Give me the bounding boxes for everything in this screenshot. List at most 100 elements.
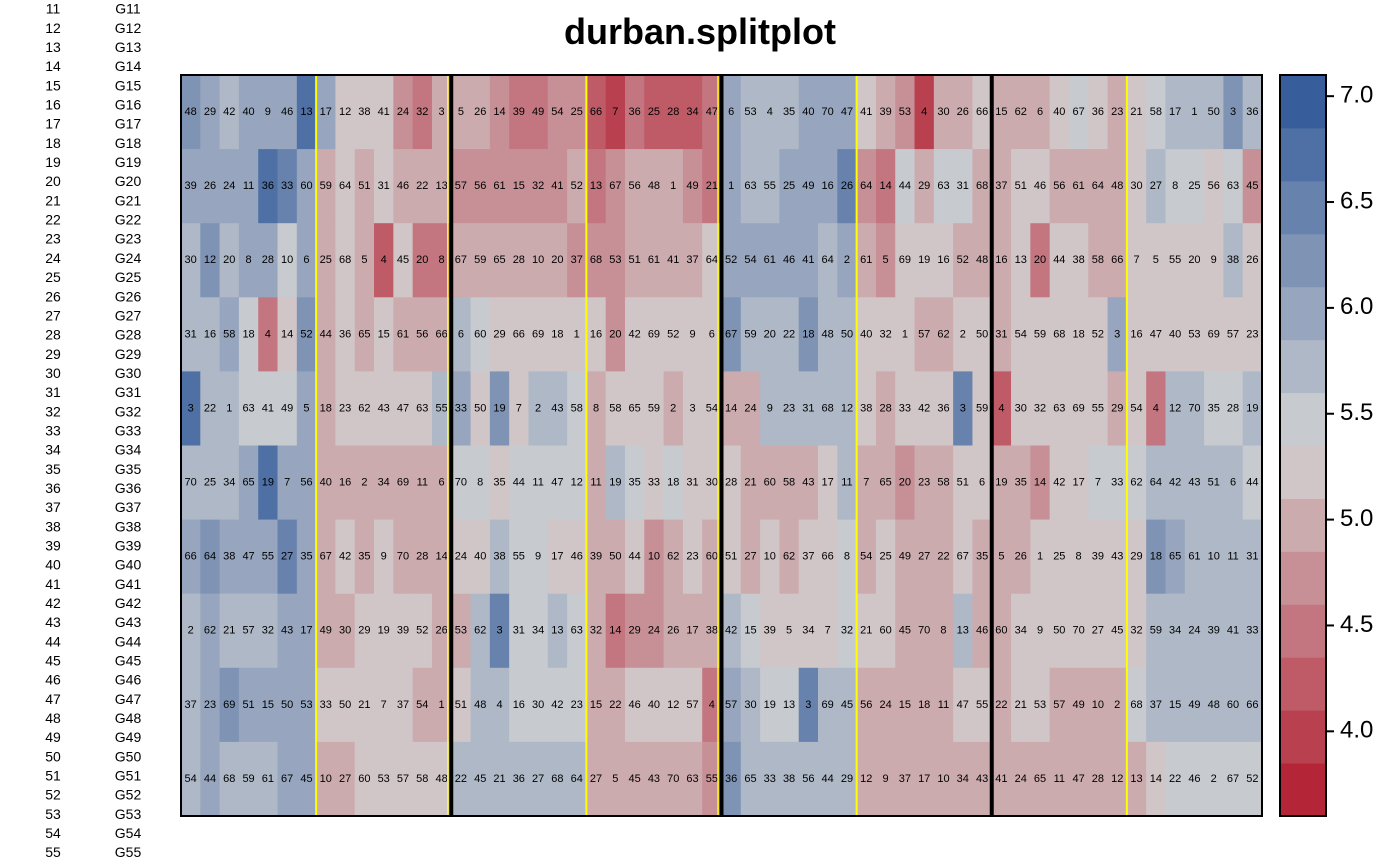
heatmap-cell — [1088, 593, 1109, 669]
heatmap-cell — [567, 519, 587, 595]
heatmap-cell — [933, 297, 954, 372]
cell-label: 10 — [532, 254, 544, 266]
heatmap-cell — [875, 741, 896, 817]
heatmap-cell — [1030, 223, 1051, 298]
row-number-label: 21 — [45, 192, 61, 208]
heatmap-cell — [219, 223, 240, 298]
cell-label: 35 — [300, 551, 312, 563]
heatmap-cell — [528, 519, 549, 595]
heatmap-cell — [972, 445, 993, 521]
cell-label: 37 — [185, 699, 197, 711]
heatmap-cell — [451, 741, 472, 817]
heatmap-cell — [933, 371, 954, 447]
cell-label: 53 — [1034, 699, 1046, 711]
heatmap-cell — [412, 519, 433, 595]
row-genotype-label: G51 — [115, 768, 142, 784]
heatmap-cell — [354, 371, 375, 447]
cell-label: 12 — [204, 254, 216, 266]
cell-label: 3 — [496, 625, 502, 637]
heatmap-cell — [374, 297, 394, 372]
heatmap-cell — [818, 667, 838, 743]
heatmap-cell — [258, 297, 279, 372]
heatmap-cell — [412, 297, 433, 372]
heatmap-cell — [1030, 519, 1051, 595]
heatmap-cell — [547, 149, 568, 224]
cell-label: 67 — [609, 180, 621, 192]
heatmap-cell — [1184, 297, 1205, 372]
cell-label: 38 — [706, 625, 718, 637]
heatmap-cell — [296, 593, 317, 669]
heatmap-cell — [798, 223, 819, 298]
legend-tick-label: 5.5 — [1340, 399, 1373, 426]
heatmap-cell — [837, 667, 858, 743]
heatmap-cell — [818, 223, 838, 298]
cell-label: 29 — [629, 625, 641, 637]
cell-label: 58 — [571, 402, 583, 414]
heatmap-cell — [335, 297, 356, 372]
cell-label: 66 — [822, 551, 834, 563]
cell-label: 61 — [764, 254, 776, 266]
row-genotype-label: G20 — [115, 173, 142, 189]
heatmap-cell — [760, 593, 781, 669]
cell-label: 67 — [1227, 773, 1239, 785]
heatmap-cell — [1242, 371, 1263, 447]
heatmap-cell — [605, 519, 626, 595]
cell-label: 29 — [493, 328, 505, 340]
heatmap-cell — [547, 297, 568, 372]
cell-label: 67 — [281, 773, 293, 785]
cell-label: 50 — [1053, 625, 1065, 637]
heatmap-cell — [1049, 149, 1070, 224]
heatmap-cell — [258, 149, 279, 224]
cell-label: 3 — [1230, 106, 1236, 118]
heatmap-cell — [972, 223, 993, 298]
heatmap-cell — [181, 75, 201, 150]
heatmap-cell — [1107, 593, 1128, 669]
heatmap-cell — [567, 223, 587, 298]
row-number-label: 18 — [45, 135, 61, 151]
heatmap-cell — [451, 75, 472, 150]
cell-label: 43 — [1111, 551, 1123, 563]
heatmap-cell — [1049, 371, 1070, 447]
heatmap-cell — [624, 519, 645, 595]
cell-label: 64 — [1150, 476, 1162, 488]
cell-label: 59 — [648, 402, 660, 414]
heatmap-cell — [470, 75, 491, 150]
cell-label: 16 — [204, 328, 216, 340]
cell-label: 24 — [397, 106, 409, 118]
cell-label: 62 — [358, 402, 370, 414]
cell-label: 23 — [571, 699, 583, 711]
heatmap-cell — [1011, 223, 1031, 298]
heatmap-cell — [1049, 667, 1070, 743]
cell-label: 5 — [303, 402, 309, 414]
heatmap-cell — [431, 297, 452, 372]
cell-label: 63 — [744, 180, 756, 192]
cell-label: 8 — [477, 476, 483, 488]
cell-label: 34 — [802, 625, 814, 637]
heatmap-cell — [644, 75, 665, 150]
heatmap-cell — [914, 519, 935, 595]
legend-tick-label: 5.0 — [1340, 505, 1373, 532]
cell-label: 47 — [841, 106, 853, 118]
cell-label: 5 — [998, 551, 1004, 563]
heatmap-cell — [431, 371, 452, 447]
heatmap-cell — [393, 75, 414, 150]
cell-label: 59 — [474, 254, 486, 266]
cell-label: 65 — [358, 328, 370, 340]
heatmap-cell — [1107, 371, 1128, 447]
heatmap-cell — [740, 75, 761, 150]
heatmap-cell — [412, 75, 433, 150]
heatmap-cell — [354, 445, 375, 521]
heatmap-cell — [335, 75, 356, 150]
cell-label: 19 — [378, 625, 390, 637]
heatmap-cell — [200, 371, 221, 447]
row-number-label: 43 — [45, 614, 61, 630]
heatmap-cell — [586, 445, 607, 521]
heatmap-cell — [605, 149, 626, 224]
heatmap-cell — [682, 149, 703, 224]
heatmap-cell — [933, 75, 954, 150]
cell-label: 11 — [243, 180, 254, 192]
cell-label: 14 — [493, 106, 505, 118]
cell-label: 53 — [378, 773, 390, 785]
cell-label: 10 — [937, 773, 949, 785]
cell-label: 11 — [841, 476, 852, 488]
